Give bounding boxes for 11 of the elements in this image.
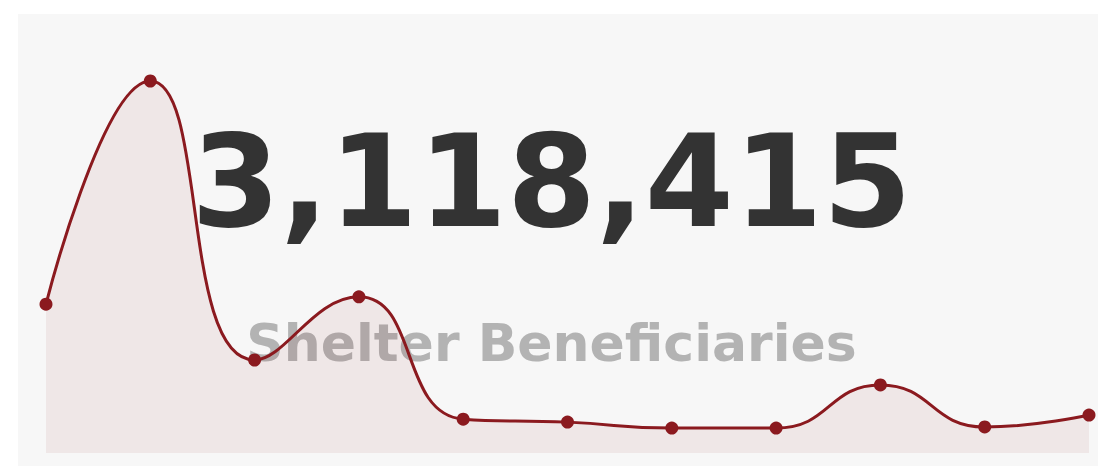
point: [39, 297, 53, 311]
point: [143, 74, 157, 88]
point: [978, 420, 992, 434]
point: [352, 290, 366, 304]
point: [665, 421, 679, 435]
point: [456, 412, 470, 426]
point: [1082, 408, 1096, 422]
point: [561, 415, 574, 429]
chart-title: 3,118,415: [191, 106, 912, 256]
point: [873, 378, 887, 392]
point: [769, 421, 783, 435]
